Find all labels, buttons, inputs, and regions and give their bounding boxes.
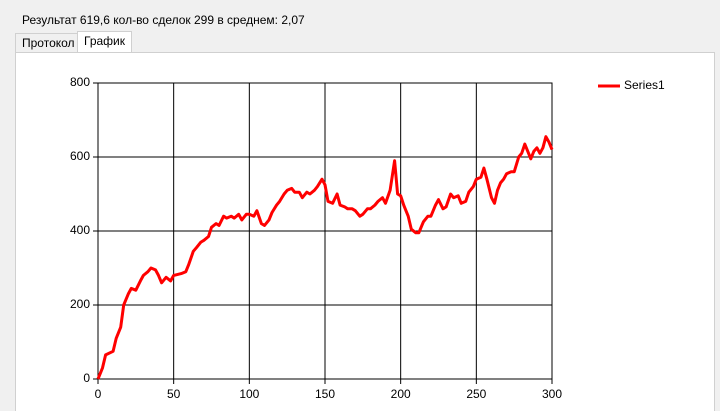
- x-tick-label: 50: [167, 387, 181, 401]
- x-tick-label: 250: [466, 387, 486, 401]
- status-text: Результат 619,6 кол-во сделок 299 в сред…: [22, 13, 305, 27]
- legend-label: Series1: [624, 78, 665, 92]
- x-tick-label: 100: [239, 387, 259, 401]
- x-tick-label: 300: [542, 387, 562, 401]
- x-tick-label: 0: [95, 387, 102, 401]
- y-tick-label: 400: [70, 223, 90, 237]
- y-tick-label: 200: [70, 297, 90, 311]
- x-tick-label: 200: [391, 387, 411, 401]
- x-tick-label: 150: [315, 387, 335, 401]
- y-tick-label: 600: [70, 149, 90, 163]
- line: [96, 135, 554, 380]
- y-tick-label: 0: [83, 371, 90, 385]
- tab-active[interactable]: График: [77, 31, 132, 53]
- y-tick-label: 800: [70, 75, 90, 89]
- plot-frame: [97, 82, 553, 380]
